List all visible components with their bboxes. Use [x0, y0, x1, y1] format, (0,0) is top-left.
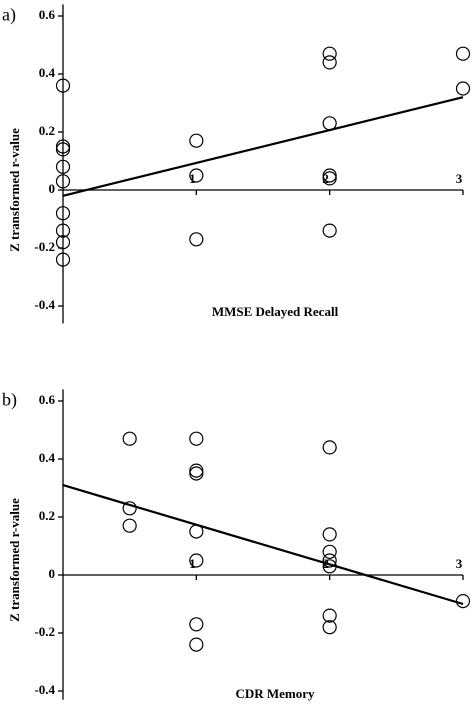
panel-label: b): [2, 390, 17, 411]
data-point: [122, 501, 137, 516]
data-point: [322, 620, 337, 635]
data-point: [322, 608, 337, 623]
data-point: [322, 553, 337, 568]
data-point: [55, 142, 71, 157]
y-tick-label: 0.4: [39, 65, 56, 80]
data-point: [189, 463, 204, 478]
data-point: [455, 593, 471, 609]
y-tick-label: -0.4: [34, 297, 55, 312]
data-point: [322, 171, 337, 186]
data-point: [322, 116, 337, 131]
data-point: [189, 431, 204, 446]
data-point: [55, 206, 71, 221]
y-tick-label: 0.2: [39, 123, 55, 138]
x-axis-title: CDR Memory: [235, 686, 315, 701]
y-tick-label: 0.4: [39, 450, 56, 465]
data-point: [55, 235, 71, 250]
x-tick-label: 1: [189, 556, 196, 571]
data-point: [55, 159, 71, 174]
data-point: [189, 232, 204, 247]
y-tick-label: 0: [49, 181, 56, 196]
y-tick-label: -0.2: [34, 624, 55, 639]
data-point: [55, 223, 71, 238]
data-point: [189, 466, 204, 481]
data-point: [322, 559, 337, 574]
x-tick-label: 2: [322, 171, 329, 186]
x-tick-label: 1: [189, 171, 196, 186]
y-tick-label: -0.2: [34, 239, 55, 254]
data-point: [122, 518, 137, 533]
y-axis-title: Z transformed r-value: [7, 128, 22, 252]
x-axis-title: MMSE Delayed Recall: [212, 304, 339, 319]
y-axis-title: Z transformed r-value: [7, 498, 22, 622]
data-point: [322, 440, 337, 455]
y-tick-label: 0.2: [39, 508, 55, 523]
panel-label: a): [2, 5, 16, 26]
data-point: [455, 46, 471, 61]
data-point: [322, 223, 337, 238]
data-point: [189, 637, 204, 652]
data-point: [55, 252, 71, 267]
y-tick-label: -0.4: [34, 682, 55, 697]
data-point: [322, 544, 337, 559]
regression-line: [62, 484, 464, 606]
regression-line: [62, 96, 464, 197]
data-point: [122, 431, 137, 446]
data-point: [322, 55, 337, 70]
data-point: [55, 78, 71, 93]
data-point: [189, 168, 204, 183]
data-point: [189, 617, 204, 632]
x-tick-label: 3: [456, 556, 463, 571]
data-point: [189, 553, 204, 568]
data-point: [322, 46, 337, 61]
y-tick-label: 0.6: [39, 392, 56, 407]
data-point: [55, 139, 71, 154]
data-point: [455, 81, 471, 96]
y-tick-label: 0: [49, 566, 56, 581]
data-point: [322, 527, 337, 542]
y-tick-label: 0.6: [39, 7, 56, 22]
data-point: [189, 524, 204, 539]
data-point: [55, 174, 71, 189]
x-tick-label: 3: [456, 171, 463, 186]
data-point: [322, 168, 337, 183]
data-point: [189, 133, 204, 148]
